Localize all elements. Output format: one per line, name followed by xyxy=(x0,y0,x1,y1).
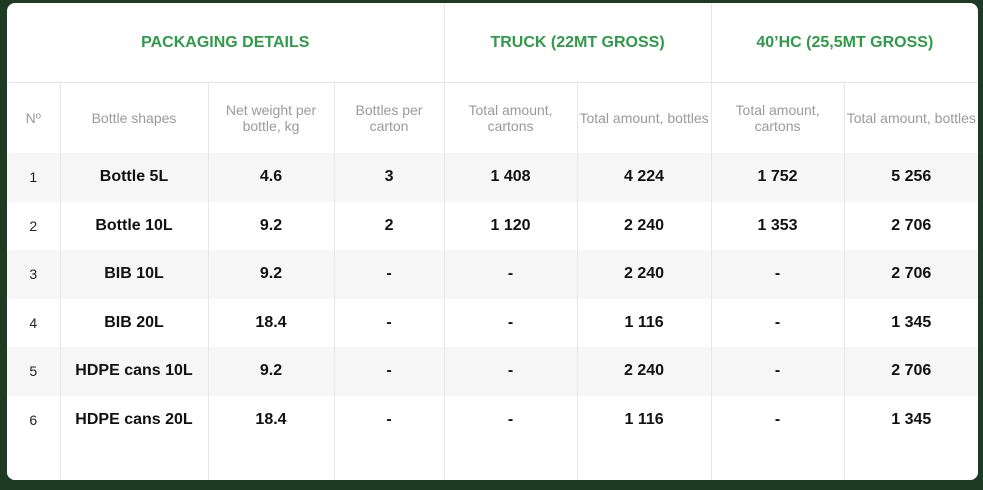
truck-bottles: 1 116 xyxy=(577,298,712,347)
empty-cell xyxy=(577,444,712,480)
row-number: 4 xyxy=(7,298,61,347)
truck-bottles: 2 240 xyxy=(577,201,712,250)
bottles-per-carton: 3 xyxy=(334,153,445,202)
table-row: 1 Bottle 5L 4.6 3 1 408 4 224 1 752 5 25… xyxy=(7,153,978,202)
col-truck-bottles: Total amount, bottles xyxy=(577,82,712,153)
empty-cell xyxy=(7,444,61,480)
hc-bottles: 5 256 xyxy=(844,153,978,202)
packaging-table-card: PACKAGING DETAILS TRUCK (22MT GROSS) 40’… xyxy=(7,3,978,480)
hc-bottles: 2 706 xyxy=(891,216,932,234)
hc-bottles: 1 345 xyxy=(891,313,932,331)
group-truck: TRUCK (22MT GROSS) xyxy=(444,3,712,83)
col-bottle-shapes: Bottle shapes xyxy=(60,82,209,153)
empty-cell xyxy=(444,444,578,480)
hc-cartons: - xyxy=(711,347,845,396)
group-packaging-details: PACKAGING DETAILS xyxy=(7,3,445,83)
hc-cartons: 1 752 xyxy=(711,153,845,202)
col-40hc-cartons: Total amount, cartons xyxy=(711,82,845,153)
hc-cartons: - xyxy=(711,298,845,347)
bottle-shape: Bottle 10L xyxy=(60,201,209,250)
empty-cell xyxy=(844,444,978,480)
bottles-per-carton: - xyxy=(334,250,445,299)
table-row: 3 BIB 10L 9.2 - - 2 240 - 2 706 xyxy=(7,250,978,299)
truck-cartons: 1 408 xyxy=(444,153,578,202)
table-row: 6 HDPE cans 20L 18.4 - - 1 116 - 1 345 xyxy=(7,395,978,444)
truck-bottles: 2 240 xyxy=(577,347,712,396)
table-row: 2 Bottle 10L 9.2 2 1 120 2 240 1 353 2 7… xyxy=(7,201,978,250)
net-weight: 4.6 xyxy=(208,153,335,202)
net-weight: 9.2 xyxy=(208,347,335,396)
packaging-table: PACKAGING DETAILS TRUCK (22MT GROSS) 40’… xyxy=(7,3,978,480)
empty-row xyxy=(7,444,978,480)
bottle-shape: HDPE cans 10L xyxy=(60,347,209,396)
truck-bottles: 2 240 xyxy=(577,250,712,299)
truck-bottles: 4 224 xyxy=(577,153,712,202)
row-number: 6 xyxy=(7,395,61,444)
truck-bottles: 1 116 xyxy=(577,395,712,444)
empty-cell xyxy=(711,444,845,480)
table-row: 5 HDPE cans 10L 9.2 - - 2 240 - 2 706 xyxy=(7,347,978,396)
col-bottles-per-carton: Bottles per carton xyxy=(334,82,445,153)
truck-cartons: - xyxy=(444,250,578,299)
row-number: 5 xyxy=(7,347,61,396)
hc-cartons: - xyxy=(711,250,845,299)
truck-cartons: - xyxy=(444,298,578,347)
col-number: Nº xyxy=(7,82,61,153)
hc-bottles: 2 706 xyxy=(844,347,978,396)
row-number: 1 xyxy=(7,153,61,202)
bottles-per-carton: - xyxy=(334,298,445,347)
bottle-shape: HDPE cans 20L xyxy=(60,395,209,444)
net-weight: 9.2 xyxy=(208,250,335,299)
hc-bottles: 2 706 xyxy=(844,250,978,299)
hc-cartons: 1 353 xyxy=(711,201,845,250)
truck-cartons: - xyxy=(444,395,578,444)
row-number: 2 xyxy=(7,201,61,250)
group-40hc: 40’HC (25,5MT GROSS) xyxy=(711,3,978,83)
col-net-weight: Net weight per bottle, kg xyxy=(208,82,335,153)
bottles-per-carton: 2 xyxy=(334,201,445,250)
bottle-shape: Bottle 5L xyxy=(60,153,209,202)
empty-cell xyxy=(60,444,209,480)
net-weight: 18.4 xyxy=(208,395,335,444)
bottles-per-carton: - xyxy=(334,395,445,444)
row-number: 3 xyxy=(7,250,61,299)
table-row: 4 BIB 20L 18.4 - - 1 116 - 1 345 xyxy=(7,298,978,347)
empty-cell xyxy=(208,444,335,480)
col-truck-cartons: Total amount, cartons xyxy=(444,82,578,153)
hc-cartons: - xyxy=(711,395,845,444)
col-40hc-bottles: Total amount, bottles xyxy=(846,110,976,126)
bottle-shape: BIB 10L xyxy=(60,250,209,299)
truck-cartons: 1 120 xyxy=(444,201,578,250)
bottles-per-carton: - xyxy=(334,347,445,396)
hc-bottles: 1 345 xyxy=(891,410,932,428)
empty-cell xyxy=(334,444,445,480)
column-header-row: Nº Bottle shapes Net weight per bottle, … xyxy=(7,82,978,153)
bottle-shape: BIB 20L xyxy=(60,298,209,347)
net-weight: 9.2 xyxy=(208,201,335,250)
group-header-row: PACKAGING DETAILS TRUCK (22MT GROSS) 40’… xyxy=(7,3,978,83)
truck-cartons: - xyxy=(444,347,578,396)
net-weight: 18.4 xyxy=(208,298,335,347)
